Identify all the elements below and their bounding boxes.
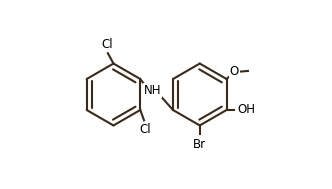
Text: OH: OH bbox=[238, 104, 256, 116]
Text: Cl: Cl bbox=[101, 38, 113, 51]
Text: NH: NH bbox=[144, 84, 161, 97]
Text: O: O bbox=[230, 65, 239, 78]
Text: Br: Br bbox=[193, 138, 206, 151]
Text: Cl: Cl bbox=[139, 122, 151, 136]
